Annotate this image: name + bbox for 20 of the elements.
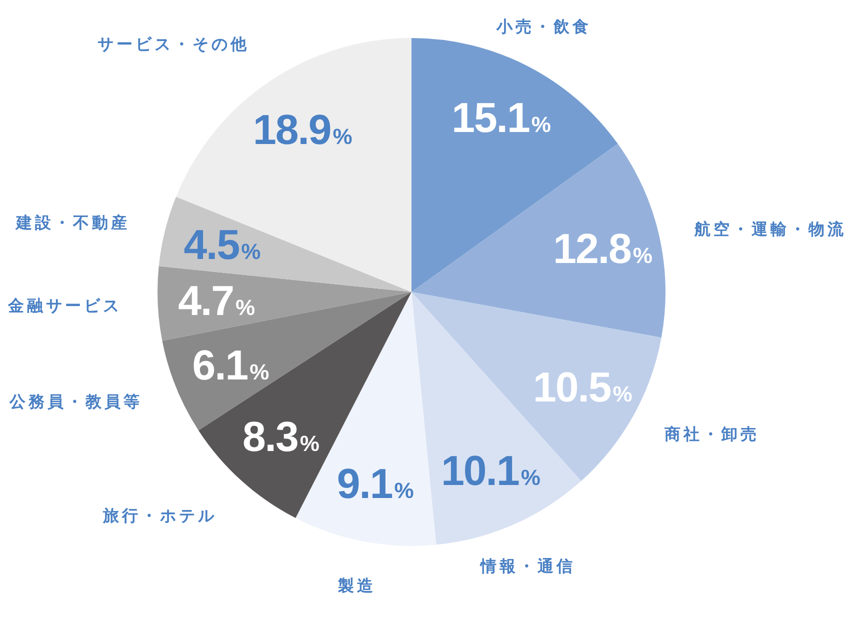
data-label: 6.1% <box>192 341 269 388</box>
data-label: 15.1% <box>452 94 550 141</box>
slice-label: 情報・通信 <box>480 556 576 576</box>
slice-label: 商社・卸売 <box>664 424 760 444</box>
slice-label: 金融サービス <box>6 296 122 316</box>
data-label: 4.5% <box>184 220 260 268</box>
data-label: 18.9% <box>253 106 352 153</box>
data-label: 8.3% <box>242 413 319 460</box>
data-label: 12.8% <box>553 225 652 272</box>
data-label: 4.7% <box>178 276 255 324</box>
slice-label: 製造 <box>337 576 376 595</box>
slice-label: 航空・運輸・物流 <box>693 219 846 238</box>
slice-label: 旅行・ホテル <box>102 506 218 526</box>
slice-label: 公務員・教員等 <box>8 392 143 411</box>
data-label: 10.5% <box>533 363 632 410</box>
data-label: 9.1% <box>336 460 414 508</box>
slice-label: 小売・飲食 <box>495 16 592 36</box>
slice-label: サービス・その他 <box>97 34 250 54</box>
slice-label: 建設・不動産 <box>14 213 130 232</box>
data-label: 10.1% <box>441 447 540 494</box>
